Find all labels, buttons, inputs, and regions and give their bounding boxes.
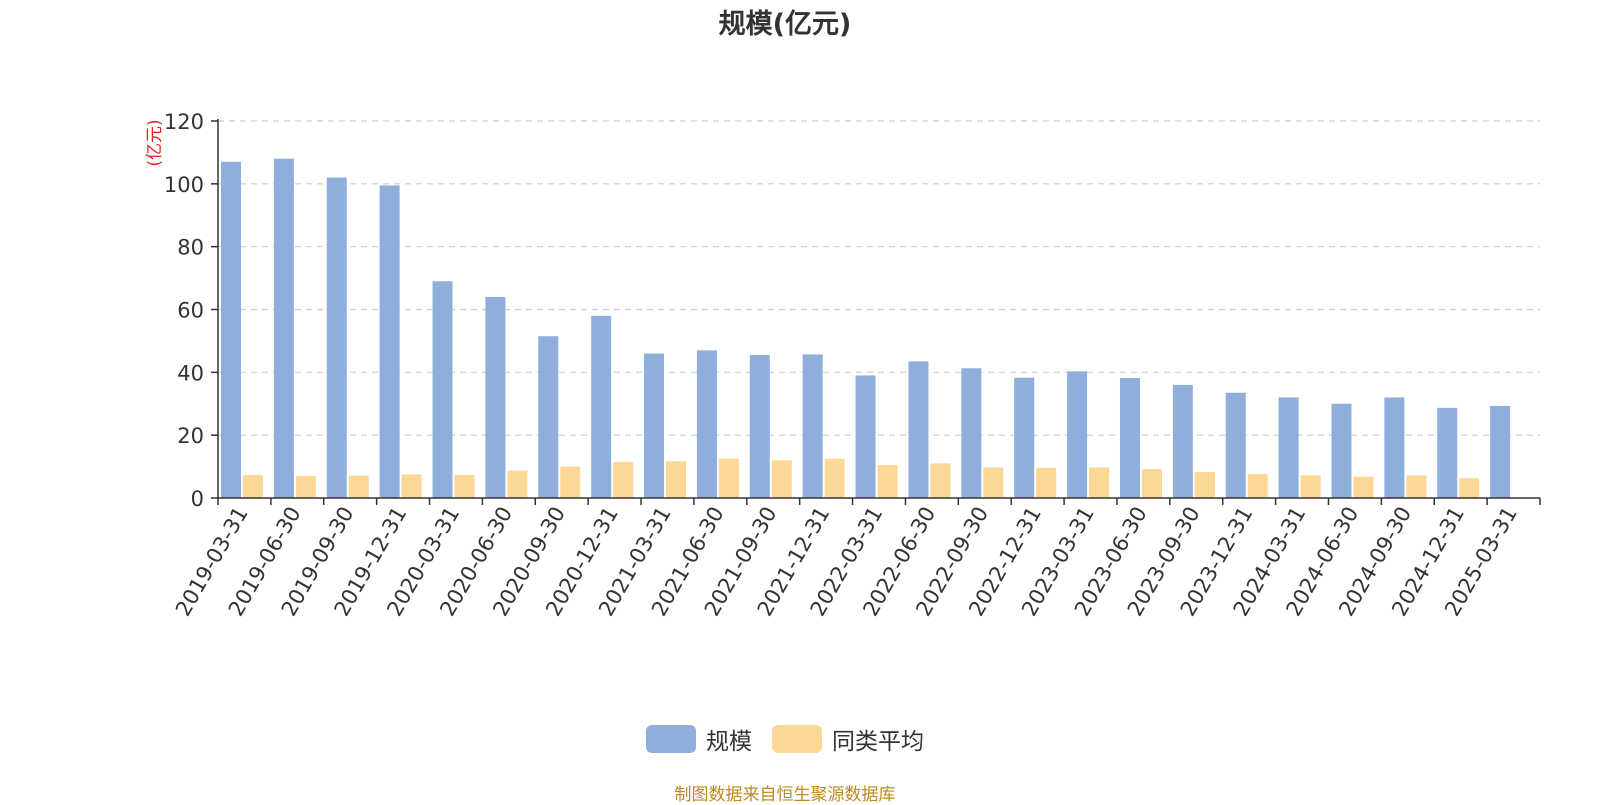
bar-peer-average[interactable] — [1247, 474, 1268, 498]
y-tick-label: 100 — [164, 173, 204, 197]
bar-peer-average[interactable] — [1406, 475, 1427, 498]
bar-peer-average[interactable] — [1036, 467, 1057, 498]
source-note: 制图数据来自恒生聚源数据库 — [674, 785, 896, 805]
bar-scale[interactable] — [1172, 384, 1193, 498]
legend-item-peer-average[interactable]: 同类平均 — [772, 722, 924, 756]
bar-peer-average[interactable] — [348, 475, 369, 498]
bar-peer-average[interactable] — [613, 461, 634, 498]
bar-scale[interactable] — [802, 354, 823, 498]
bar-peer-average[interactable] — [454, 475, 475, 498]
bar-scale[interactable] — [1067, 371, 1088, 498]
bar-scale[interactable] — [749, 355, 770, 498]
bar-peer-average[interactable] — [1353, 476, 1374, 498]
y-tick-label: 0 — [191, 487, 204, 511]
bars — [221, 158, 1511, 499]
bar-scale[interactable] — [591, 315, 612, 498]
bar-chart: 0204060801001202019-03-312019-06-302019-… — [145, 110, 1541, 620]
bar-scale[interactable] — [379, 185, 400, 498]
bar-peer-average[interactable] — [1194, 471, 1215, 498]
bar-scale[interactable] — [273, 158, 294, 498]
bar-peer-average[interactable] — [401, 474, 422, 498]
bar-peer-average[interactable] — [718, 458, 739, 498]
bar-scale[interactable] — [1384, 397, 1405, 498]
y-tick-label: 60 — [177, 299, 204, 323]
bar-scale[interactable] — [696, 350, 717, 498]
y-tick-label: 80 — [177, 236, 204, 260]
bar-peer-average[interactable] — [1459, 478, 1480, 498]
bar-scale[interactable] — [855, 375, 876, 498]
y-unit-label: (亿元) — [145, 119, 165, 166]
legend-label-scale: 规模 — [706, 729, 752, 755]
bar-peer-average[interactable] — [824, 458, 845, 498]
legend-swatch-peer-average — [772, 725, 822, 753]
bar-peer-average[interactable] — [930, 463, 951, 498]
bar-scale[interactable] — [908, 361, 929, 498]
bar-peer-average[interactable] — [983, 467, 1004, 498]
bar-scale[interactable] — [1437, 407, 1458, 498]
bar-scale[interactable] — [1119, 377, 1140, 498]
y-tick-label: 120 — [164, 110, 204, 134]
bar-peer-average[interactable] — [1300, 475, 1321, 498]
bar-scale[interactable] — [538, 336, 559, 498]
bar-scale[interactable] — [485, 296, 506, 498]
axes: 0204060801001202019-03-312019-06-302019-… — [164, 110, 1541, 620]
bar-peer-average[interactable] — [666, 461, 687, 498]
bar-scale[interactable] — [1014, 377, 1035, 498]
chart-title: 规模(亿元) — [718, 9, 852, 40]
legend-item-scale[interactable]: 规模 — [646, 722, 752, 756]
bar-peer-average[interactable] — [771, 460, 792, 498]
bar-scale[interactable] — [961, 368, 982, 498]
bar-peer-average[interactable] — [877, 465, 898, 498]
bar-scale[interactable] — [326, 177, 347, 499]
y-tick-label: 40 — [177, 361, 204, 385]
bar-scale[interactable] — [221, 161, 241, 498]
bar-scale[interactable] — [644, 353, 665, 498]
bar-scale[interactable] — [1331, 403, 1352, 498]
legend-swatch-scale — [646, 725, 696, 753]
bar-peer-average[interactable] — [507, 470, 528, 498]
bar-scale[interactable] — [1278, 397, 1299, 498]
legend: 规模 同类平均 — [0, 722, 1570, 756]
bar-peer-average[interactable] — [295, 476, 316, 498]
y-tick-label: 20 — [177, 424, 204, 448]
bar-scale[interactable] — [1490, 405, 1511, 498]
bar-scale[interactable] — [432, 281, 453, 498]
legend-label-peer-average: 同类平均 — [832, 729, 924, 755]
bar-peer-average[interactable] — [243, 475, 263, 498]
bar-peer-average[interactable] — [1089, 467, 1110, 498]
bar-scale[interactable] — [1225, 392, 1246, 498]
grid-lines — [218, 120, 1540, 436]
bar-peer-average[interactable] — [560, 466, 581, 498]
bar-peer-average[interactable] — [1141, 469, 1162, 498]
